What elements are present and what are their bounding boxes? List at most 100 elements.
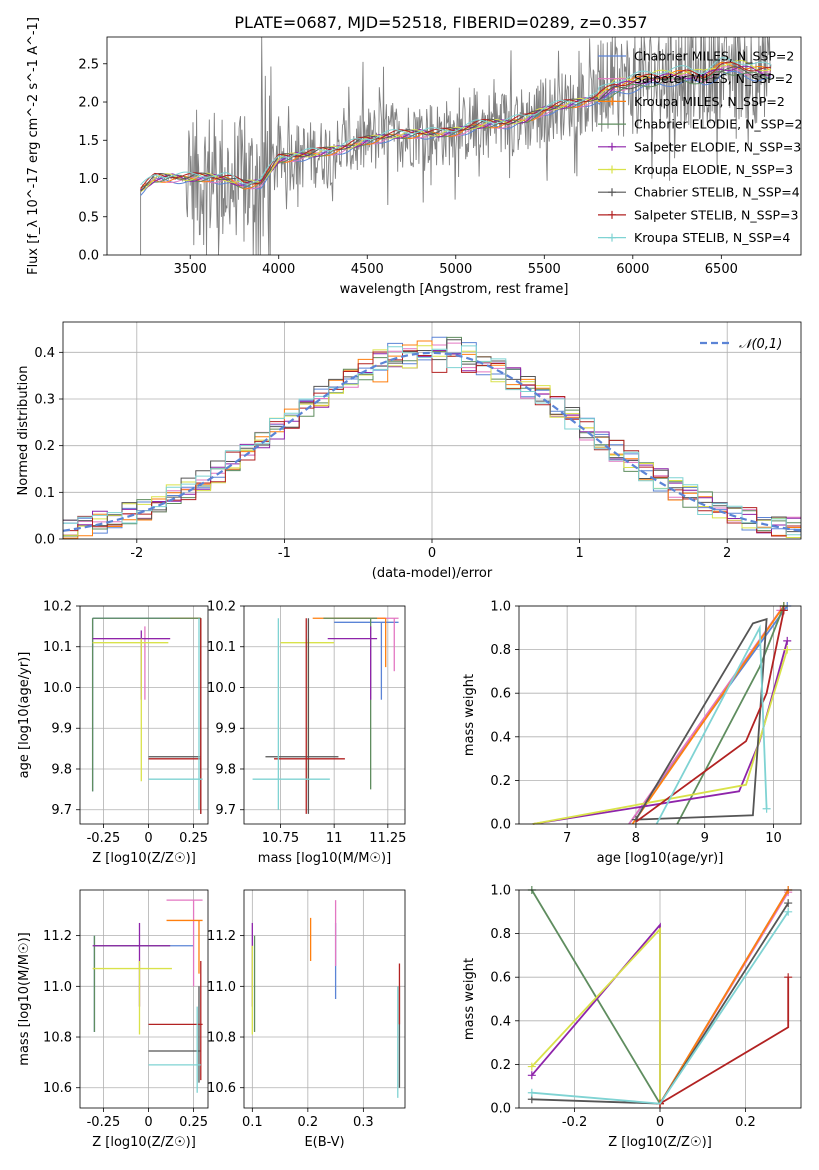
y-tick-label: 9.7 bbox=[215, 803, 236, 818]
y-axis-label: Normed distribution bbox=[16, 366, 31, 496]
x-tick-label: -1 bbox=[278, 546, 291, 561]
point-marker bbox=[784, 899, 793, 908]
model-fit-line bbox=[140, 70, 771, 196]
y-tick-label: 0.2 bbox=[490, 1058, 511, 1073]
y-tick-label: 9.8 bbox=[215, 762, 236, 777]
x-tick-label: 0.2 bbox=[298, 1115, 319, 1130]
y-tick-label: 10.0 bbox=[43, 681, 72, 696]
x-tick-label: 7 bbox=[563, 831, 571, 846]
axes-frame bbox=[79, 889, 209, 1109]
y-tick-label: 0.3 bbox=[34, 393, 55, 408]
x-axis-label: age [log10(age/yr)] bbox=[597, 851, 724, 866]
y-tick-label: 1.0 bbox=[490, 884, 511, 899]
axes-frame bbox=[243, 605, 406, 825]
spectrum-data-line bbox=[140, 37, 772, 255]
y-tick-label: 10.2 bbox=[43, 600, 72, 615]
weight-line bbox=[532, 640, 789, 825]
y-tick-label: 10.6 bbox=[43, 1081, 72, 1096]
y-tick-label: 0.4 bbox=[34, 346, 55, 361]
point-marker bbox=[527, 1062, 536, 1071]
point-marker bbox=[783, 636, 792, 645]
x-tick-label: 0 bbox=[144, 1115, 152, 1130]
y-tick-label: 10.1 bbox=[207, 640, 236, 655]
y-tick-label: 9.7 bbox=[51, 803, 72, 818]
y-axis-label: mass weight bbox=[462, 674, 477, 756]
x-axis-label: (data-model)/error bbox=[372, 566, 493, 581]
y-tick-label: 1.5 bbox=[78, 134, 99, 149]
y-tick-label: 2.0 bbox=[78, 96, 99, 111]
x-tick-label: 5500 bbox=[528, 262, 561, 277]
axes-frame bbox=[106, 36, 802, 256]
plot-layer: 3500 4000 4500 5000 5500 6000 6500 0.0 0.5 1.0 1.5… bbox=[16, 17, 803, 1150]
point-marker bbox=[784, 907, 793, 916]
x-tick-label: 11.25 bbox=[369, 831, 406, 846]
weight-line bbox=[655, 624, 768, 825]
x-tick-label: 0 bbox=[656, 1115, 664, 1130]
weight-line bbox=[531, 922, 661, 1104]
point-marker bbox=[783, 645, 792, 654]
y-tick-label: 0.0 bbox=[34, 533, 55, 548]
x-tick-label: 10.75 bbox=[262, 831, 299, 846]
x-tick-label: 0 bbox=[428, 546, 436, 561]
legend-entry: 𝒩(0,1) bbox=[739, 337, 782, 352]
y-tick-label: 2.5 bbox=[78, 57, 99, 72]
legend-marker bbox=[608, 142, 616, 151]
model-fit-line bbox=[140, 57, 772, 186]
y-tick-label: 0.6 bbox=[490, 971, 511, 986]
y-tick-label: 1.0 bbox=[490, 600, 511, 615]
histogram-step bbox=[63, 345, 801, 536]
x-tick-label: 0.2 bbox=[735, 1115, 756, 1130]
weight-line bbox=[531, 911, 789, 1105]
axes-frame bbox=[243, 889, 406, 1109]
x-axis-label: mass [log10(M/M☉)] bbox=[258, 851, 391, 866]
point-marker bbox=[779, 606, 788, 615]
x-tick-label: 6500 bbox=[705, 262, 738, 277]
legend-marker bbox=[608, 188, 616, 197]
y-tick-label: 0.0 bbox=[78, 249, 99, 264]
weight-line bbox=[659, 889, 789, 1105]
y-tick-label: 9.9 bbox=[51, 722, 72, 737]
y-tick-label: 0.6 bbox=[490, 687, 511, 702]
x-axis-label: Z [log10(Z/Z☉)] bbox=[608, 1135, 712, 1150]
weight-line bbox=[659, 977, 790, 1105]
x-tick-label: 0.3 bbox=[353, 1115, 374, 1130]
axes-frame bbox=[518, 605, 802, 825]
point-marker bbox=[762, 804, 771, 813]
axes-frame bbox=[518, 889, 802, 1109]
weight-line bbox=[631, 605, 785, 825]
legend-marker bbox=[608, 165, 616, 174]
x-tick-label: 11 bbox=[326, 831, 343, 846]
y-tick-label: 9.9 bbox=[215, 722, 236, 737]
x-tick-label: 3500 bbox=[174, 262, 207, 277]
legend-entry: Salpeter STELIB, N_SSP=3 bbox=[634, 207, 798, 222]
y-tick-label: 11.0 bbox=[207, 980, 236, 995]
x-tick-label: 0.25 bbox=[179, 1115, 208, 1130]
y-tick-label: 0.2 bbox=[34, 439, 55, 454]
point-marker bbox=[527, 1088, 536, 1097]
y-tick-label: 0.4 bbox=[490, 730, 511, 745]
y-tick-label: 10.8 bbox=[207, 1031, 236, 1046]
y-tick-label: 11.2 bbox=[207, 929, 236, 944]
y-tick-label: 1.0 bbox=[78, 172, 99, 187]
y-tick-label: 11.0 bbox=[43, 980, 72, 995]
legend-entry: Kroupa MILES, N_SSP=2 bbox=[634, 94, 785, 109]
x-tick-label: 2 bbox=[723, 546, 731, 561]
x-axis-label: wavelength [Angstrom, rest frame] bbox=[340, 282, 569, 297]
legend-entry: Chabrier STELIB, N_SSP=4 bbox=[634, 185, 800, 200]
axes-frame bbox=[62, 321, 802, 540]
x-tick-label: 6000 bbox=[616, 262, 649, 277]
x-tick-label: 8 bbox=[632, 831, 640, 846]
y-tick-label: 11.2 bbox=[43, 929, 72, 944]
y-tick-label: 0.8 bbox=[490, 643, 511, 658]
model-fit-line bbox=[140, 66, 772, 193]
x-tick-label: 10 bbox=[765, 831, 782, 846]
y-axis-label: mass weight bbox=[462, 958, 477, 1040]
legend-entry: Chabrier MILES, N_SSP=2 bbox=[634, 49, 794, 64]
y-axis-label: Flux [f_λ 10^-17 erg cm^-2 s^-1 A^-1] bbox=[26, 17, 41, 275]
legend-entry: Salpeter MILES, N_SSP=2 bbox=[634, 71, 793, 86]
model-fit-line bbox=[140, 61, 772, 190]
legend-entry: Chabrier ELODIE, N_SSP=2 bbox=[634, 117, 803, 132]
y-tick-label: 0.8 bbox=[490, 927, 511, 942]
x-tick-label: 4000 bbox=[262, 262, 295, 277]
